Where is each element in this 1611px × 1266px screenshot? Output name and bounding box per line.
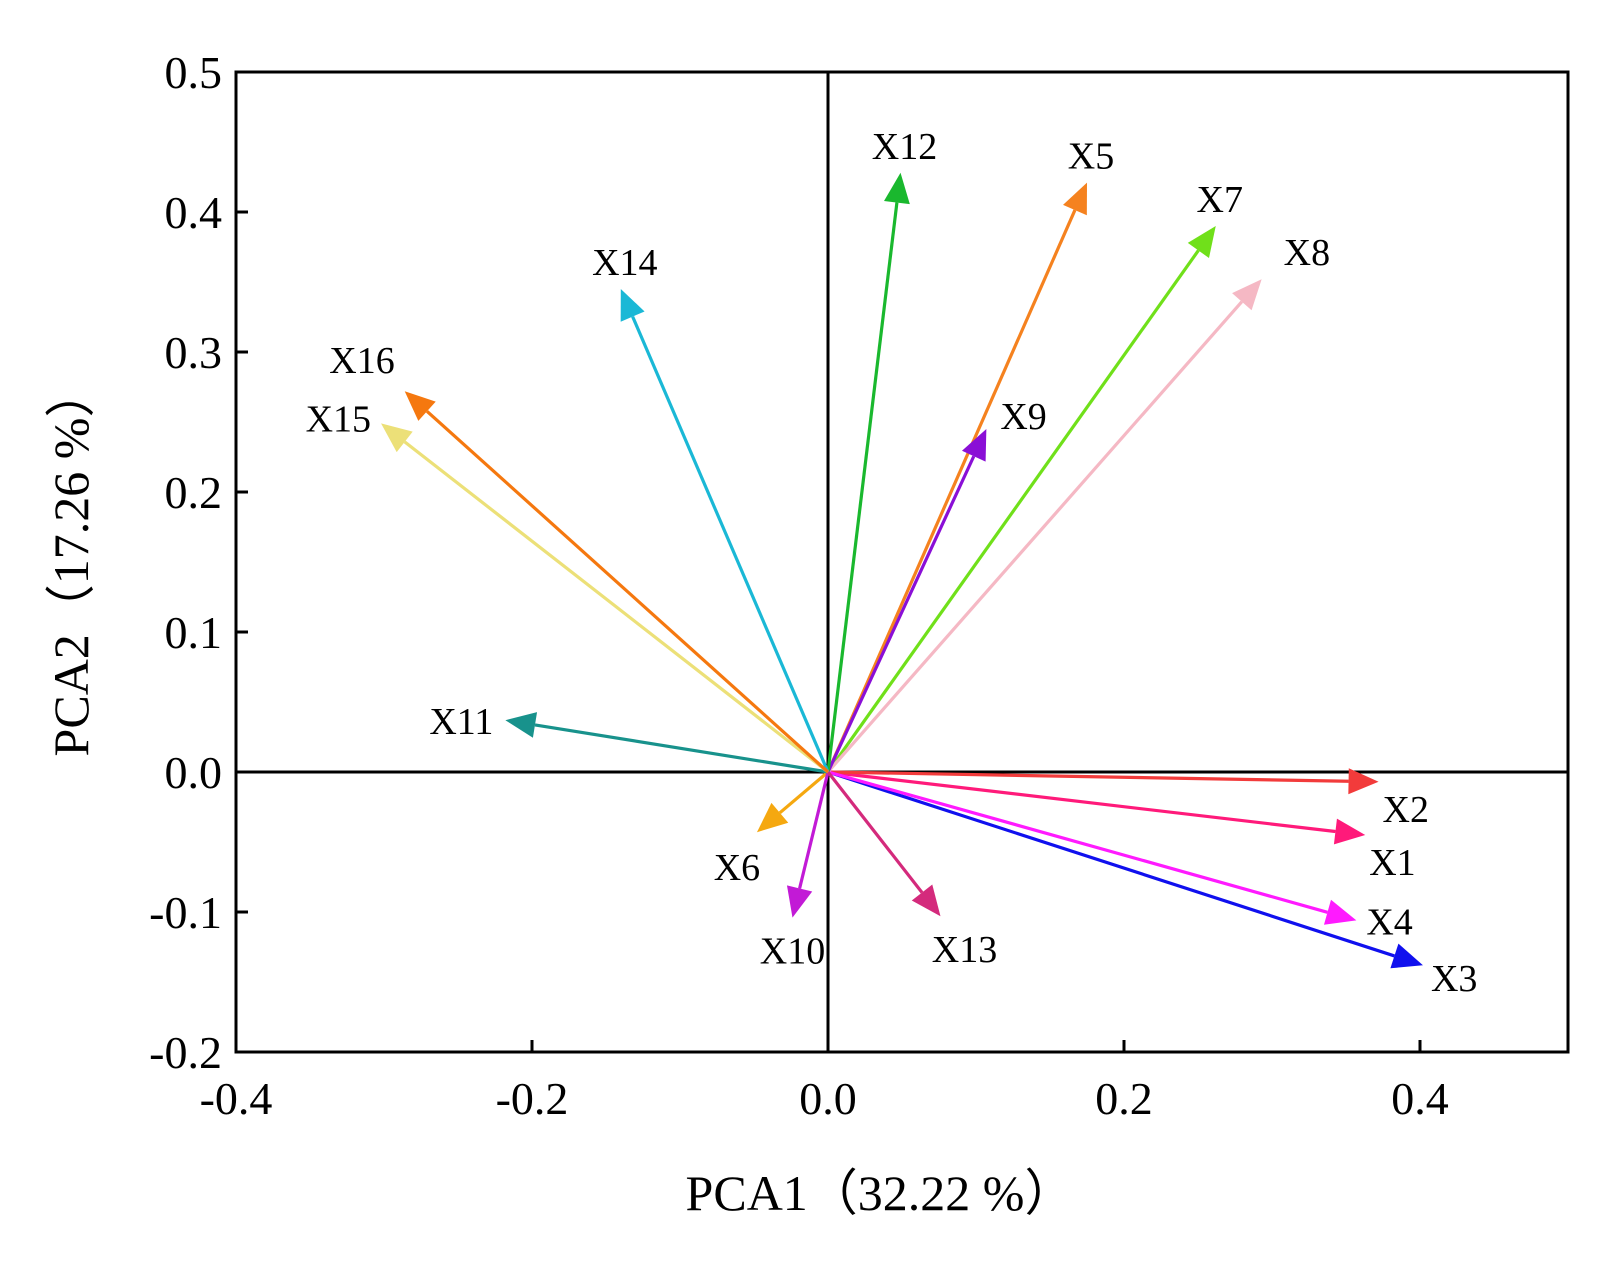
vector-shaft	[827, 770, 1395, 958]
vector-label-x12: X12	[872, 126, 937, 168]
vector-label-x3: X3	[1431, 958, 1477, 1000]
vector-x4	[827, 770, 1357, 925]
y-tick-label: 0.1	[165, 607, 223, 658]
arrowhead-icon	[911, 884, 941, 917]
vector-label-x1: X1	[1369, 842, 1415, 884]
vector-label-x11: X11	[429, 701, 493, 743]
vector-shaft	[826, 771, 924, 894]
vector-x7	[826, 226, 1216, 773]
arrowhead-icon	[404, 391, 436, 421]
vector-label-x10: X10	[760, 931, 825, 973]
vector-x8	[826, 279, 1262, 774]
vector-shaft	[403, 440, 829, 774]
y-tick-label: -0.2	[149, 1027, 222, 1078]
arrowhead-icon	[884, 172, 910, 205]
arrowhead-icon	[1063, 182, 1087, 216]
vector-x13	[826, 771, 941, 917]
vector-label-x9: X9	[1000, 396, 1046, 438]
vector-x1	[827, 770, 1366, 845]
vector-x6	[756, 770, 830, 833]
axis-ticks: -0.4 -0.2 0.0 0.2 0.4-0.2-0.10.00.10.20.30.4…	[149, 47, 1449, 1124]
vector-shaft	[826, 455, 976, 773]
arrowhead-icon	[1323, 899, 1357, 925]
plot-frame	[234, 70, 1570, 1054]
vector-shaft	[425, 410, 830, 774]
loading-vectors	[381, 172, 1423, 969]
y-tick-label: -0.1	[149, 887, 222, 938]
x-tick-label: -0.4	[200, 1073, 273, 1124]
vector-shaft	[798, 771, 830, 889]
vector-shaft	[826, 202, 899, 773]
vector-label-x8: X8	[1284, 232, 1330, 274]
arrowhead-icon	[756, 802, 789, 833]
arrowhead-icon	[961, 429, 987, 462]
arrowhead-icon	[1232, 279, 1262, 311]
arrowhead-icon	[505, 712, 538, 738]
y-tick-label: 0.2	[165, 467, 223, 518]
x-tick-label: -0.2	[496, 1073, 569, 1124]
x-tick-label: 0.4	[1391, 1073, 1449, 1124]
vector-shaft	[826, 249, 1200, 773]
vector-x14	[620, 289, 830, 773]
vector-label-x13: X13	[932, 929, 997, 971]
arrowhead-icon	[1348, 768, 1379, 795]
vector-x10	[786, 771, 830, 918]
x-tick-label: 0.2	[1095, 1073, 1153, 1124]
vector-x2	[827, 768, 1379, 795]
y-axis-title: PCA2（17.26 %）	[43, 368, 99, 757]
vector-shaft	[534, 723, 829, 774]
vector-shaft	[631, 315, 830, 773]
x-axis-title: PCA1（32.22 %）	[686, 1165, 1075, 1221]
arrowhead-icon	[1390, 943, 1423, 969]
vector-x11	[505, 712, 829, 774]
y-tick-label: 0.4	[165, 187, 223, 238]
arrowhead-icon	[786, 885, 813, 918]
arrowhead-icon	[1333, 818, 1366, 845]
vector-x12	[826, 172, 910, 773]
vector-label-x4: X4	[1366, 901, 1412, 943]
vector-label-x6: X6	[714, 847, 760, 889]
vector-label-x16: X16	[329, 340, 394, 382]
y-tick-label: 0.3	[165, 327, 223, 378]
vector-shaft	[827, 770, 1349, 783]
y-tick-label: 0.5	[165, 47, 223, 98]
vector-shaft	[827, 770, 1328, 914]
vector-x3	[827, 770, 1423, 969]
x-tick-label: 0.0	[799, 1073, 857, 1124]
vector-shaft	[826, 209, 1077, 773]
vector-x15	[381, 423, 829, 774]
vector-shaft	[827, 770, 1336, 834]
arrowhead-icon	[381, 423, 413, 453]
arrowhead-icon	[620, 289, 645, 322]
vector-label-x14: X14	[592, 242, 657, 284]
vector-x9	[826, 429, 987, 773]
vector-label-x5: X5	[1068, 136, 1114, 178]
vector-shaft	[778, 770, 830, 815]
vector-label-x2: X2	[1383, 789, 1429, 831]
vector-x16	[404, 391, 830, 774]
vector-label-x15: X15	[306, 398, 371, 440]
vector-x5	[826, 182, 1087, 773]
vector-label-x7: X7	[1197, 179, 1243, 221]
vector-shaft	[826, 300, 1244, 774]
y-tick-label: 0.0	[165, 747, 223, 798]
arrowhead-icon	[1187, 226, 1216, 258]
vector-labels: X1 X2 X3 X4 X5 X6 X7 X8 X9 X10 X11 X12 X13 X14 X15 X16	[306, 126, 1478, 1000]
